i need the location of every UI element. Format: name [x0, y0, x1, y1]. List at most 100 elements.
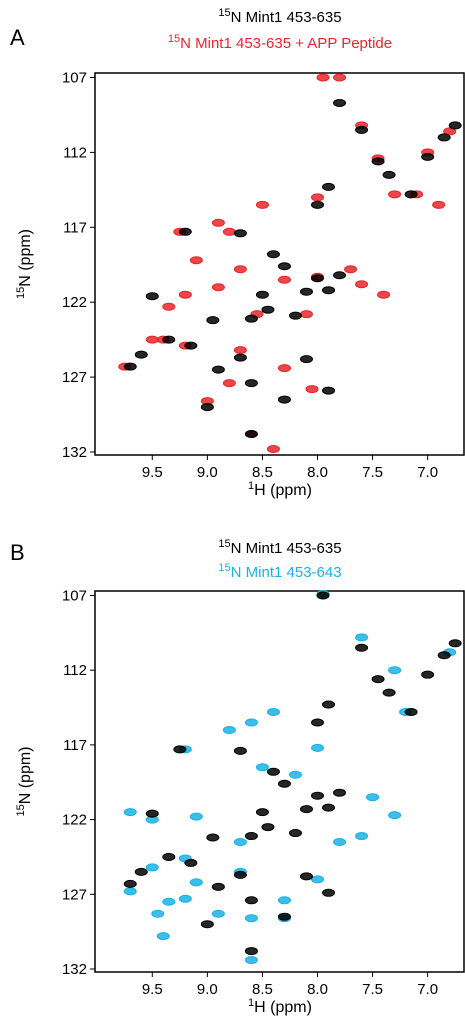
y-tick-label: 127: [62, 369, 87, 386]
peak: [377, 290, 391, 299]
peak: [388, 190, 402, 199]
plot-frame: [94, 590, 465, 973]
peak: [145, 292, 159, 301]
peak: [437, 133, 451, 142]
peak: [266, 250, 280, 259]
peak: [344, 265, 358, 274]
peak: [388, 666, 402, 675]
peak: [145, 809, 159, 818]
legend-entry-sup: 15: [168, 33, 180, 45]
peak: [261, 305, 275, 314]
y-tick-label: 132: [62, 961, 87, 978]
x-tick-label: 7.5: [362, 981, 383, 998]
peak: [382, 688, 396, 697]
peak: [448, 639, 462, 648]
y-axis-label: 15N (ppm): [15, 229, 34, 299]
x-axis-label: 1H (ppm): [248, 480, 312, 499]
legend-entry-sup: 15: [218, 7, 230, 19]
y-tick-label: 132: [62, 444, 87, 461]
peak: [162, 335, 176, 344]
peak: [299, 355, 313, 364]
peak: [277, 262, 291, 271]
x-axis-label-sup: 1: [248, 480, 254, 492]
y-axis-label-sup: 15: [15, 804, 27, 816]
peak: [123, 879, 137, 888]
x-tick-label: 9.0: [197, 464, 218, 481]
peak: [200, 403, 214, 412]
peak: [123, 808, 137, 817]
y-axis-label-text: N (ppm): [17, 229, 34, 287]
peak: [244, 947, 258, 956]
peak: [211, 882, 225, 891]
peak: [233, 353, 247, 362]
y-tick-label: 122: [62, 294, 87, 311]
peak: [299, 287, 313, 296]
x-tick-label: 7.0: [417, 981, 438, 998]
x-tick-label: 9.5: [142, 981, 163, 998]
peak: [404, 190, 418, 199]
peak: [421, 670, 435, 679]
peak: [162, 302, 176, 311]
peak: [333, 98, 347, 107]
y-tick-label: 127: [62, 886, 87, 903]
x-axis-label: 1H (ppm): [248, 997, 312, 1016]
x-tick-label: 7.0: [417, 464, 438, 481]
peak: [178, 227, 192, 236]
peak: [322, 386, 336, 395]
peak: [156, 932, 170, 941]
peak: [162, 852, 176, 861]
peak: [244, 718, 258, 727]
peak: [261, 823, 275, 832]
peak: [448, 121, 462, 130]
peak: [123, 887, 137, 896]
peak: [123, 362, 137, 371]
peak: [311, 791, 325, 800]
peak: [277, 896, 291, 905]
peak: [421, 152, 435, 161]
legend-entry-sup: 15: [218, 538, 230, 550]
peak: [382, 170, 396, 179]
peak: [277, 275, 291, 284]
y-tick-label: 122: [62, 812, 87, 829]
x-tick-label: 9.0: [197, 981, 218, 998]
peak: [145, 335, 159, 344]
peak: [311, 200, 325, 209]
x-axis-label-text: H (ppm): [254, 999, 312, 1016]
peak: [184, 341, 198, 350]
legend-entry: 15N Mint1 453-635: [218, 538, 341, 557]
peak: [233, 229, 247, 238]
legend-entry: 15N Mint1 453-635 + APP Peptide: [168, 33, 392, 52]
peak: [189, 878, 203, 887]
peak: [333, 271, 347, 280]
plot-frame: [94, 72, 465, 456]
peak: [162, 897, 176, 906]
peak: [134, 350, 148, 359]
peak: [200, 920, 214, 929]
peak: [233, 838, 247, 847]
peak: [404, 708, 418, 717]
y-tick-label: 117: [63, 219, 87, 236]
peak: [244, 914, 258, 923]
peak: [311, 718, 325, 727]
peak: [277, 395, 291, 404]
peak: [316, 73, 330, 82]
peak: [211, 909, 225, 918]
peak: [299, 872, 313, 881]
peak: [233, 870, 247, 879]
legend-entry-text: N Mint1 453-635 + APP Peptide: [180, 35, 392, 52]
peak: [322, 700, 336, 709]
peak: [211, 365, 225, 374]
peak: [311, 274, 325, 283]
y-axis-label: 15N (ppm): [15, 746, 34, 816]
peak: [443, 127, 457, 136]
peak: [277, 912, 291, 921]
peak: [288, 829, 302, 838]
peak: [255, 290, 269, 299]
x-tick-label: 9.5: [142, 464, 163, 481]
peak: [211, 283, 225, 292]
peak: [211, 218, 225, 227]
legend-entry-sup: 15: [218, 562, 230, 574]
peak: [355, 125, 369, 134]
peak: [437, 651, 451, 660]
